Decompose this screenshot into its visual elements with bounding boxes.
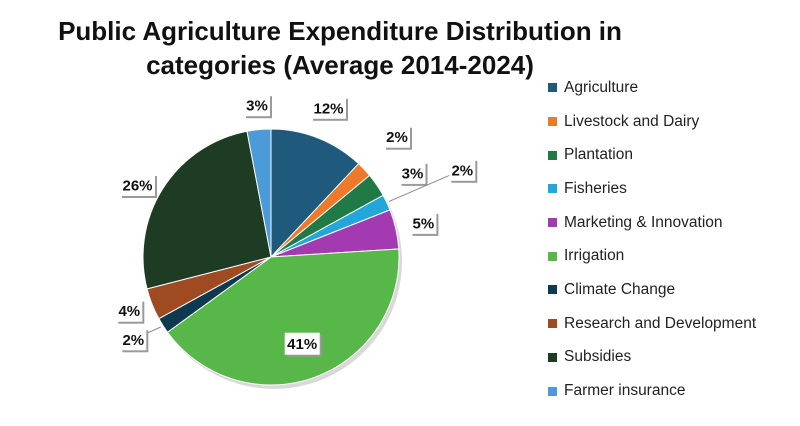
legend-label: Fisheries bbox=[564, 179, 627, 197]
chart-title-line-2: categories (Average 2014-2024) bbox=[146, 50, 534, 80]
data-label-research-and-development: 4% bbox=[116, 299, 145, 324]
legend-label: Marketing & Innovation bbox=[564, 213, 723, 231]
data-label-box bbox=[120, 174, 155, 196]
legend-item-farmer-insurance: Farmer insurance bbox=[548, 374, 798, 408]
data-label-text: 2% bbox=[122, 332, 144, 349]
legend-swatch bbox=[548, 117, 557, 127]
legend-item-plantation: Plantation bbox=[548, 138, 798, 172]
legend-label: Plantation bbox=[564, 146, 633, 164]
data-label-text: 26% bbox=[122, 178, 152, 195]
legend-item-fisheries: Fisheries bbox=[548, 172, 798, 206]
data-label-text: 2% bbox=[451, 162, 473, 179]
legend-label: Research and Development bbox=[564, 314, 757, 332]
chart-title: Public Agriculture Expenditure Distribut… bbox=[20, 14, 660, 82]
data-label-marketing-innovation: 5% bbox=[410, 211, 439, 236]
data-label-box bbox=[410, 211, 437, 234]
data-label-box bbox=[311, 96, 346, 119]
data-label-irrigation: 41% bbox=[284, 332, 322, 357]
data-label-text: 41% bbox=[287, 336, 317, 353]
data-label-farmer-insurance: 3% bbox=[244, 94, 272, 119]
legend-item-irrigation: Irrigation bbox=[548, 239, 798, 273]
legend-swatch bbox=[548, 251, 557, 261]
data-label-plantation: 3% bbox=[399, 161, 428, 186]
data-label-text: 2% bbox=[386, 129, 408, 146]
data-label-climate-change: 2% bbox=[120, 326, 162, 353]
legend-swatch bbox=[548, 319, 557, 329]
legend-swatch bbox=[548, 285, 557, 295]
pie-slice-subsidies bbox=[142, 130, 272, 290]
legend-swatch bbox=[548, 218, 557, 228]
data-label-box bbox=[116, 299, 143, 322]
legend-swatch bbox=[548, 352, 557, 362]
data-label-text: 4% bbox=[118, 303, 140, 320]
pie-slice-agriculture bbox=[270, 128, 360, 259]
data-label-box bbox=[449, 158, 476, 181]
data-label-text: 3% bbox=[246, 98, 268, 115]
data-label-livestock-and-dairy: 2% bbox=[384, 125, 412, 150]
data-label-box bbox=[384, 125, 410, 148]
pie-slice-farmer-insurance bbox=[246, 128, 272, 258]
data-label-text: 5% bbox=[413, 215, 435, 232]
data-label-text: 3% bbox=[402, 165, 424, 182]
legend-label: Livestock and Dairy bbox=[564, 112, 700, 130]
legend-item-climate-change: Climate Change bbox=[548, 273, 798, 307]
data-label-box bbox=[120, 328, 147, 351]
data-label-box bbox=[399, 161, 426, 184]
legend-label: Climate Change bbox=[564, 280, 676, 298]
data-label-fisheries: 2% bbox=[388, 158, 478, 202]
legend-item-livestock-and-dairy: Livestock and Dairy bbox=[548, 105, 798, 139]
chart-title-line-1: Public Agriculture Expenditure Distribut… bbox=[58, 16, 622, 46]
data-label-box bbox=[284, 332, 320, 355]
legend-label: Irrigation bbox=[564, 247, 625, 265]
data-label-subsidies: 26% bbox=[120, 174, 157, 198]
legend-label: Subsidies bbox=[564, 348, 632, 366]
data-label-agriculture: 12% bbox=[311, 96, 348, 121]
data-label-box bbox=[244, 94, 270, 117]
legend-item-research-and-development: Research and Development bbox=[548, 307, 798, 341]
legend-swatch bbox=[548, 150, 557, 160]
data-label-text: 12% bbox=[313, 100, 343, 117]
legend-item-subsidies: Subsidies bbox=[548, 341, 798, 375]
legend-item-marketing-innovation: Marketing & Innovation bbox=[548, 206, 798, 240]
legend-swatch bbox=[548, 83, 557, 93]
legend-item-agriculture: Agriculture bbox=[548, 71, 798, 105]
legend-swatch bbox=[548, 184, 557, 194]
chart-legend: Agriculture Livestock and Dairy Plantation… bbox=[548, 71, 798, 408]
pie-slice-irrigation bbox=[166, 248, 400, 386]
legend-swatch bbox=[548, 386, 557, 396]
legend-label: Agriculture bbox=[564, 78, 639, 96]
legend-label: Farmer insurance bbox=[564, 382, 686, 400]
